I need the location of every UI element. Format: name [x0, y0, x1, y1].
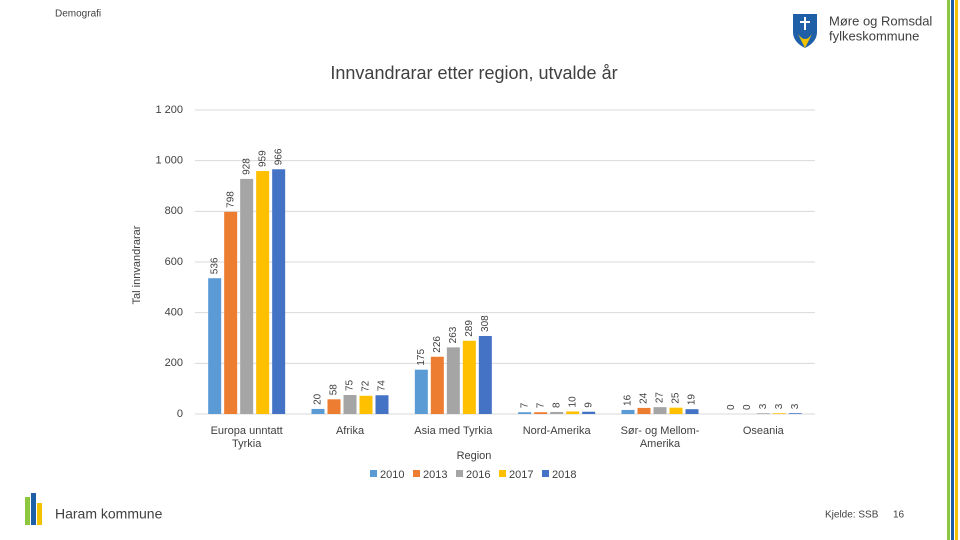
bar — [462, 340, 476, 414]
bar — [621, 409, 635, 414]
data-label: 74 — [377, 380, 388, 392]
header: Demografi — [55, 9, 101, 20]
bar — [772, 413, 786, 414]
legend-label: 2016 — [466, 469, 490, 481]
data-label: 9 — [583, 402, 594, 408]
data-label: 16 — [623, 394, 634, 406]
data-label: 20 — [313, 393, 324, 405]
y-tick-label: 200 — [165, 357, 183, 369]
legend-swatch — [413, 470, 420, 477]
bar — [327, 399, 341, 414]
data-label: 8 — [551, 402, 562, 408]
bar — [637, 407, 651, 414]
bar — [653, 407, 667, 414]
x-tick-label: Europa unntatt Tyrkia — [210, 425, 283, 450]
data-label: 928 — [241, 158, 252, 175]
bar — [343, 395, 357, 414]
bar — [756, 413, 770, 414]
data-label: 10 — [567, 396, 578, 408]
y-tick-label: 600 — [165, 256, 183, 268]
data-label: 3 — [790, 403, 801, 409]
legend-swatch — [370, 470, 377, 477]
data-label: 72 — [361, 380, 372, 392]
bar — [534, 412, 548, 414]
logo — [793, 14, 817, 48]
legend-label: 2017 — [509, 469, 533, 481]
bar — [359, 395, 373, 414]
legend-swatch — [499, 470, 506, 477]
logo-text: fylkeskommune — [829, 28, 919, 43]
bar — [582, 411, 596, 414]
data-label: 263 — [448, 326, 459, 343]
source: Kjelde: SSB — [825, 510, 879, 521]
footer-text: Haram kommune — [55, 506, 163, 522]
data-label: 24 — [639, 392, 650, 404]
bar — [550, 411, 564, 414]
data-label: 3 — [774, 403, 785, 409]
data-label: 0 — [742, 404, 753, 410]
legend-label: 2010 — [380, 469, 404, 481]
legend-swatch — [542, 470, 549, 477]
data-label: 75 — [345, 379, 356, 391]
bar — [446, 347, 460, 414]
bar — [208, 278, 222, 414]
legend-label: 2018 — [552, 469, 576, 481]
data-label: 289 — [464, 320, 475, 337]
y-tick-label: 800 — [165, 205, 183, 217]
x-axis-title: Region — [457, 450, 492, 462]
data-label: 7 — [519, 402, 530, 408]
data-label: 536 — [209, 257, 220, 274]
bar — [240, 178, 254, 414]
bar — [788, 413, 802, 414]
bar — [685, 409, 699, 414]
page-number: 16 — [893, 510, 905, 521]
bar — [272, 169, 286, 414]
data-label: 7 — [535, 402, 546, 408]
bar — [224, 211, 238, 414]
data-label: 58 — [329, 384, 340, 396]
data-label: 959 — [257, 150, 268, 167]
y-tick-label: 1 200 — [155, 104, 183, 116]
data-label: 175 — [416, 349, 427, 366]
data-label: 0 — [726, 404, 737, 410]
bar — [478, 335, 492, 414]
x-tick-label: Oseania — [742, 425, 784, 437]
x-tick-label: Sør- og Mellom-Amerika — [620, 425, 700, 450]
chart-title: Innvandrarar etter region, utvalde år — [330, 63, 617, 83]
legend-label: 2013 — [423, 469, 447, 481]
data-label: 966 — [273, 148, 284, 165]
data-label: 798 — [225, 191, 236, 208]
x-tick-label: Afrika — [335, 425, 365, 437]
logo-bars — [25, 0, 958, 540]
logo-text: Møre og Romsdal — [829, 13, 932, 28]
bar — [669, 407, 683, 414]
data-label: 27 — [655, 392, 666, 404]
data-label: 308 — [480, 315, 491, 332]
x-tick-label: Asia med Tyrkia — [414, 425, 493, 437]
data-label: 3 — [758, 403, 769, 409]
x-tick-label: Nord-Amerika — [522, 425, 591, 437]
bar — [375, 395, 389, 414]
y-axis-title: Tal innvandrarar — [131, 225, 143, 304]
bar — [430, 356, 444, 414]
legend-swatch — [456, 470, 463, 477]
bar — [518, 412, 532, 414]
bar — [414, 369, 428, 414]
data-label: 19 — [687, 394, 698, 406]
y-tick-label: 0 — [177, 408, 183, 420]
y-tick-label: 1 000 — [155, 155, 183, 167]
data-label: 25 — [671, 392, 682, 404]
bar — [311, 408, 325, 414]
y-tick-label: 400 — [165, 307, 183, 319]
data-label: 226 — [432, 336, 443, 353]
bar — [256, 171, 270, 414]
bar — [566, 411, 580, 414]
